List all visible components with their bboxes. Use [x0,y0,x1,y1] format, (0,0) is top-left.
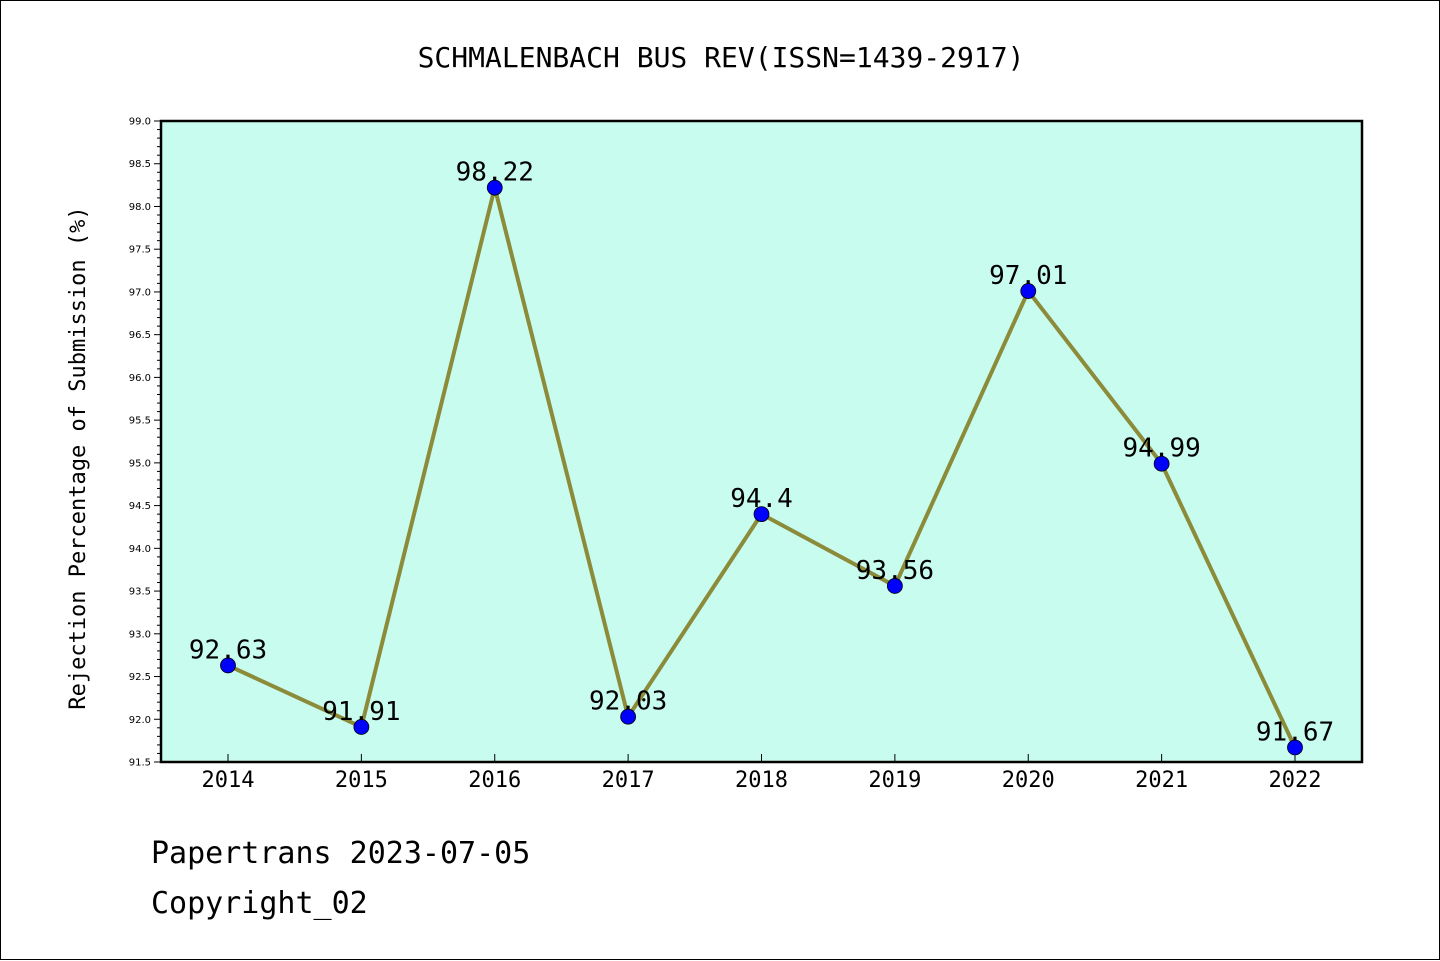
data-point [1020,283,1037,299]
footer-date-line: Papertrans 2023-07-05 [151,836,531,871]
y-tick-label: 92.0 [129,715,151,726]
plot-border [159,119,1364,764]
y-tick-label: 97.5 [129,245,151,256]
y-tick-label: 98.5 [129,159,151,170]
y-tick-label: 95.5 [129,416,151,427]
y-tick-label: 91.5 [129,758,151,769]
x-axis-ticks: 2014 2015 2016 2017 2018 2019 2020 2021 2022 [202,754,1322,793]
y-tick-label: 94.0 [129,544,151,555]
data-point [753,506,770,523]
x-tick-label: 2020 [1002,768,1055,793]
x-tick-label: 2015 [335,768,388,793]
x-tick-label: 2014 [202,768,255,793]
data-markers [220,179,1303,756]
y-tick-label: 93.0 [129,629,151,640]
data-labels: 92.63 91.91 98.22 92.03 94.4 93.56 97.01 94.99 9… [189,158,1334,748]
data-label: 91.91 [322,697,400,727]
data-label: 98.22 [456,158,534,188]
y-axis-label: Rejection Percentage of Submission (%) [66,206,91,709]
data-label: 97.01 [989,261,1067,291]
data-point [1287,739,1303,756]
y-tick-label: 98.0 [129,202,151,213]
x-tick-label: 2019 [868,768,921,793]
x-tick-label: 2018 [735,768,788,793]
data-point [886,578,903,594]
x-tick-label: 2022 [1269,768,1322,793]
y-tick-label: 97.0 [129,287,151,298]
y-tick-label: 95.0 [129,458,151,469]
data-label: 93.56 [856,556,934,586]
data-label: 94.99 [1122,434,1200,464]
data-point [220,657,236,674]
plot-area [161,121,1362,762]
data-point [620,708,637,725]
chart-title: SCHMALENBACH BUS REV(ISSN=1439-2917) [418,41,1025,74]
data-point [1153,455,1170,472]
data-label: 92.03 [589,687,667,717]
data-label: 91.67 [1256,717,1334,747]
x-tick-label: 2021 [1135,768,1188,793]
footer-copyright-line: Copyright_02 [151,886,368,921]
y-tick-label: 99.0 [129,117,151,128]
y-axis-ticks: 91.5 92.0 92.5 93.0 93.5 94.0 94.5 95.0 95.5 96.0… [129,117,161,769]
y-tick-label: 93.5 [129,587,151,598]
data-label: 92.63 [189,635,267,665]
y-tick-label: 94.5 [129,501,151,512]
data-label: 94.4 [730,484,793,514]
y-tick-label: 96.5 [129,330,151,341]
x-tick-label: 2016 [468,768,521,793]
data-point [486,179,503,196]
y-tick-label: 92.5 [129,672,151,683]
x-tick-label: 2017 [602,768,655,793]
y-tick-label: 96.0 [129,373,151,384]
data-point [353,719,370,735]
